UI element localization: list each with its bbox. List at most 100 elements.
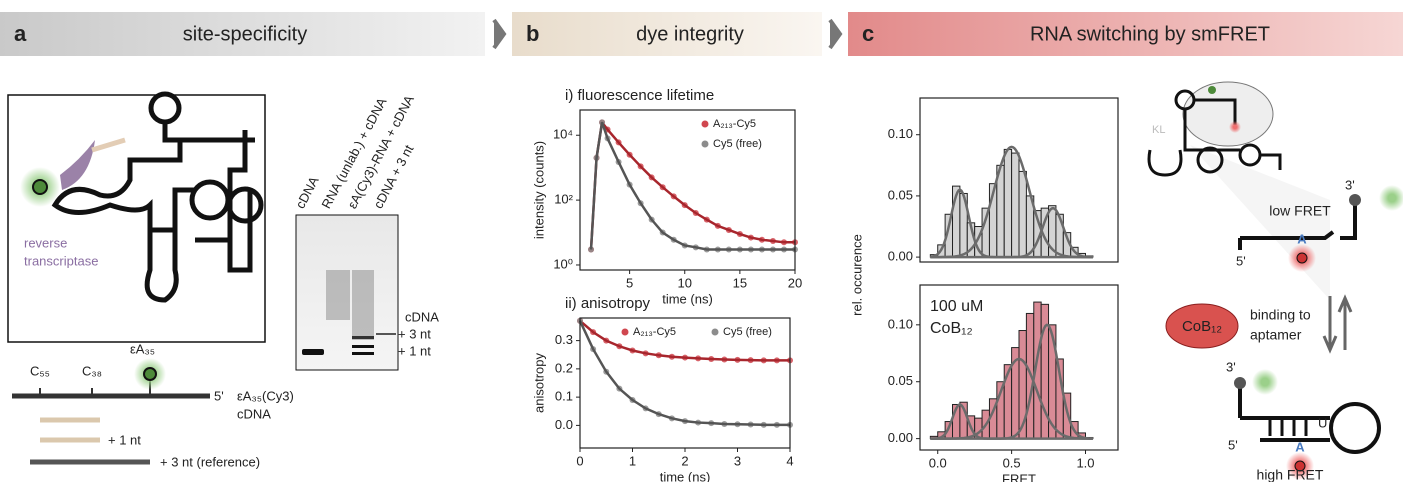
enzyme-label: transcriptase [24,253,98,268]
state-label: high FRET [1257,467,1324,482]
donor-link [1234,377,1246,389]
plot-frame [919,284,1119,451]
dye [32,179,48,195]
band-label: + 1 nt [398,343,431,358]
arrow-label: aptamer [1250,327,1302,343]
bar [1011,152,1020,258]
site-label: C₃₈ [82,363,102,378]
gaussian-fit [930,323,1093,440]
equilibrium-arrows [1322,294,1353,354]
gel-smear [326,270,350,320]
base-label: A [1297,231,1307,246]
legend-marker [711,328,719,336]
state-label: low FRET [1269,203,1331,219]
acceptor [1296,252,1308,264]
header-b [512,12,822,56]
arrow-label: binding to [1250,307,1311,323]
header-a [0,12,485,56]
low-strand [1238,205,1357,250]
bar [1003,148,1013,258]
dye [143,367,157,381]
donor-glow [1252,369,1278,395]
fit-line [579,319,790,362]
y-axis-label: intensity (counts) [531,141,546,239]
panel-letter: b [526,21,539,46]
charts: i) fluorescence lifetime intensity (count… [531,87,1119,486]
x-tick-label: 1 [629,453,636,468]
product-label: + 3 nt (reference) [160,454,260,469]
y-tick-label: 0.3 [555,332,573,347]
band-label: cDNA [405,309,439,324]
y-tick-label: 10² [554,192,573,207]
strand-label: εA₃₅(Cy3) [237,388,294,403]
y-tick-label: 0.05 [888,373,913,388]
x-tick-label: 3 [734,453,741,468]
ligand-label: CoB₁₂ [1182,318,1222,335]
y-axis-label: rel. occurence [849,234,864,316]
chart: rel. occurence 0.00 0.05 0.10 [849,97,1119,316]
site-label: C₅₅ [30,363,50,378]
rna-structure [1147,89,1282,177]
y-tick-label: 0.0 [555,417,573,432]
x-tick-label: 0 [576,453,583,468]
enzyme-tail [91,137,126,153]
annotation: CoB₁₂ [930,320,973,337]
x-axis-label: time (ns) [662,291,713,306]
y-tick-label: 10⁴ [553,127,573,142]
y-tick-label: 0.1 [555,389,573,404]
x-tick-label: 0.0 [929,455,947,470]
header-c [848,12,1403,56]
chevron [828,18,843,50]
x-tick-label: 1.0 [1076,455,1094,470]
legend-marker [701,120,709,128]
dye [1208,86,1216,94]
gel-band [352,352,374,355]
legend-label: Cy5 (free) [723,326,772,338]
x-axis-label: FRET [1002,471,1036,482]
y-tick-label: 0.10 [888,126,913,141]
legend-label: A₂₁₃-Cy5 [713,118,756,130]
high-structure [1238,385,1381,454]
gel-smear [352,270,374,340]
legend-label: Cy5 (free) [713,138,762,150]
fit-line [578,320,790,427]
chart: ii) anisotropy anisotropy time (ns) 0.0 0.1 0… [531,295,793,484]
end-label: 3' [1226,359,1236,374]
donor-glow [1379,185,1403,211]
end-label: 5' [214,388,224,403]
x-axis-label: time (ns) [660,469,711,482]
rna-diagram [7,91,266,343]
chart-title: ii) anisotropy [565,295,651,312]
x-tick-label: 5 [626,275,633,290]
acceptor [1294,460,1306,472]
gel-band [302,349,324,355]
strand-name: cDNA [237,406,271,421]
panel-letter: c [862,21,874,46]
site-label: εA₃₅ [130,341,155,356]
chart: i) fluorescence lifetime intensity (count… [531,87,802,306]
y-axis-label: anisotropy [531,353,546,413]
panel-title: RNA switching by smFRET [1030,23,1270,45]
plot-frame [579,109,796,271]
legend-marker [701,140,709,148]
x-tick-label: 2 [681,453,688,468]
legend-label: A₂₁₃-Cy5 [633,326,676,338]
gel-band [376,333,396,335]
fit-line [589,119,795,250]
product-label: + 1 nt [108,432,141,447]
x-tick-label: 15 [733,275,747,290]
ligand [1165,303,1239,349]
zoom-wedge [1190,145,1330,300]
end-label: 3' [1345,177,1355,192]
base-label: A [1295,439,1305,454]
panel-title: site-specificity [183,23,307,45]
strand [12,380,210,465]
bar [1018,170,1027,258]
x-tick-label: 10 [678,275,692,290]
plot-frame [579,317,791,449]
annotation: 100 uM [930,298,983,315]
enzyme [60,140,95,190]
lane-label: cDNA [292,174,321,211]
end-label: 5' [1236,253,1246,268]
